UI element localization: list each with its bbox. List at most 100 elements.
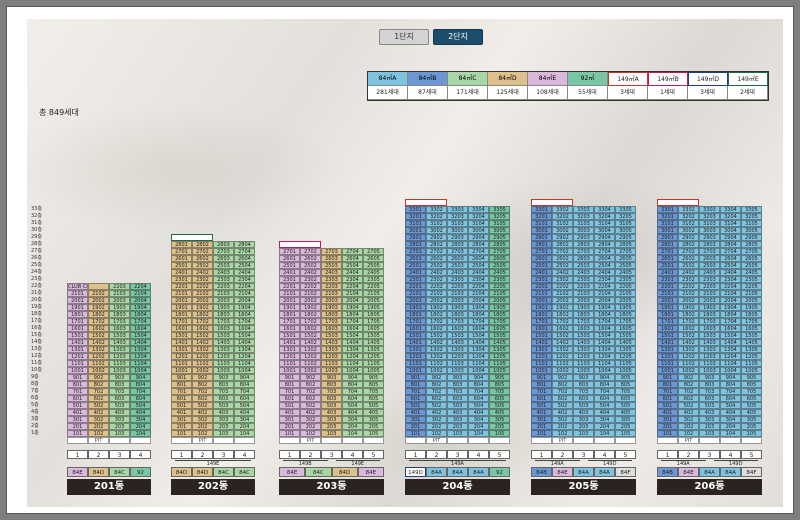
unit-cell[interactable]: 1701	[657, 318, 678, 325]
unit-cell[interactable]: 2003	[447, 297, 468, 304]
unit-cell[interactable]: 1201	[657, 353, 678, 360]
unit-cell[interactable]: 302	[300, 416, 321, 423]
unit-cell[interactable]: 3101	[531, 220, 552, 227]
unit-cell[interactable]: 402	[426, 409, 447, 416]
unit-cell[interactable]: 1302	[300, 346, 321, 353]
unit-cell[interactable]: 2401	[279, 269, 300, 276]
unit-cell[interactable]: 2505	[615, 262, 636, 269]
unit-cell[interactable]: 3304	[468, 206, 489, 213]
unit-cell[interactable]: 1304	[468, 346, 489, 353]
unit-cell[interactable]: 1702	[192, 318, 213, 325]
unit-cell[interactable]: 1804	[130, 311, 151, 318]
unit-cell[interactable]: 1905	[741, 304, 762, 311]
unit-cell[interactable]: 1903	[213, 304, 234, 311]
unit-cell[interactable]: 1104	[342, 360, 363, 367]
unit-cell[interactable]: 901	[67, 374, 88, 381]
unit-cell[interactable]: 2704	[720, 248, 741, 255]
unit-cell[interactable]: 1705	[363, 318, 384, 325]
unit-cell[interactable]: 2903	[699, 234, 720, 241]
unit-cell[interactable]: 2105	[489, 290, 510, 297]
unit-cell[interactable]: 1904	[720, 304, 741, 311]
unit-cell[interactable]: 2805	[615, 241, 636, 248]
unit-cell[interactable]: 1503	[699, 332, 720, 339]
unit-cell[interactable]: 3102	[678, 220, 699, 227]
unit-cell[interactable]: 1705	[741, 318, 762, 325]
unit-cell[interactable]: 1503	[213, 332, 234, 339]
unit-cell[interactable]: 105	[741, 430, 762, 437]
unit-cell[interactable]: 501	[405, 402, 426, 409]
unit-cell[interactable]: 2103	[213, 290, 234, 297]
unit-cell[interactable]: 1405	[489, 339, 510, 346]
unit-cell[interactable]: 702	[300, 388, 321, 395]
unit-cell[interactable]: 2104	[720, 290, 741, 297]
unit-cell[interactable]: 1904	[594, 304, 615, 311]
unit-cell[interactable]: 1504	[234, 332, 255, 339]
unit-cell[interactable]: 1402	[678, 339, 699, 346]
unit-cell[interactable]: 1703	[573, 318, 594, 325]
unit-cell[interactable]: 1903	[321, 304, 342, 311]
unit-cell[interactable]: 1904	[342, 304, 363, 311]
unit-cell[interactable]: 2601	[405, 255, 426, 262]
unit-cell[interactable]: 104	[234, 430, 255, 437]
unit-cell[interactable]: 301	[531, 416, 552, 423]
unit-cell[interactable]: 1702	[678, 318, 699, 325]
unit-cell[interactable]: 1104	[234, 360, 255, 367]
unit-cell[interactable]: 101	[171, 430, 192, 437]
unit-cell[interactable]: 1203	[447, 353, 468, 360]
unit-cell[interactable]: 1104	[130, 360, 151, 367]
unit-cell[interactable]: 1701	[171, 318, 192, 325]
unit-cell[interactable]: 1703	[699, 318, 720, 325]
unit-cell[interactable]: 2203	[213, 283, 234, 290]
unit-cell[interactable]: 1203	[699, 353, 720, 360]
unit-cell[interactable]: 2503	[573, 262, 594, 269]
unit-cell[interactable]: 2403	[573, 269, 594, 276]
unit-cell[interactable]: 2103	[109, 290, 130, 297]
unit-cell[interactable]: 2503	[447, 262, 468, 269]
unit-cell[interactable]: 203	[699, 423, 720, 430]
unit-cell[interactable]: 302	[552, 416, 573, 423]
unit-cell[interactable]: 1304	[720, 346, 741, 353]
unit-cell[interactable]: 2701	[405, 248, 426, 255]
unit-cell[interactable]: 1304	[234, 346, 255, 353]
unit-cell[interactable]: 601	[279, 395, 300, 402]
unit-cell[interactable]: 2001	[67, 297, 88, 304]
unit-cell[interactable]: 504	[594, 402, 615, 409]
unit-cell[interactable]: 502	[88, 402, 109, 409]
unit-cell[interactable]: 1201	[67, 353, 88, 360]
unit-cell[interactable]: 704	[594, 388, 615, 395]
unit-cell[interactable]: 3002	[426, 227, 447, 234]
unit-cell[interactable]: 401	[171, 409, 192, 416]
unit-cell[interactable]: 101	[67, 430, 88, 437]
unit-cell[interactable]: 2705	[489, 248, 510, 255]
unit-cell[interactable]: 2101	[279, 290, 300, 297]
unit-cell[interactable]: 904	[594, 374, 615, 381]
unit-cell[interactable]: 303	[321, 416, 342, 423]
unit-cell[interactable]: 2003	[321, 297, 342, 304]
unit-cell[interactable]: 2901	[657, 234, 678, 241]
unit-cell[interactable]: 2605	[363, 255, 384, 262]
unit-cell[interactable]: 701	[405, 388, 426, 395]
unit-cell[interactable]: 2701	[657, 248, 678, 255]
unit-cell[interactable]: 1205	[741, 353, 762, 360]
unit-cell[interactable]: 3004	[468, 227, 489, 234]
unit-cell[interactable]: 1601	[171, 325, 192, 332]
unit-cell[interactable]: CLUB CLOUD	[67, 283, 88, 290]
unit-cell[interactable]: 2303	[699, 276, 720, 283]
unit-cell[interactable]: 2204	[234, 283, 255, 290]
unit-cell[interactable]: 3305	[741, 206, 762, 213]
unit-cell[interactable]: 301	[279, 416, 300, 423]
unit-cell[interactable]: 1204	[234, 353, 255, 360]
unit-cell[interactable]: 1401	[405, 339, 426, 346]
unit-cell[interactable]: 1305	[489, 346, 510, 353]
unit-cell[interactable]: 901	[171, 374, 192, 381]
unit-cell[interactable]: 2801	[171, 241, 192, 248]
unit-cell[interactable]: 3203	[573, 213, 594, 220]
unit-cell[interactable]: 404	[234, 409, 255, 416]
unit-cell[interactable]: 204	[234, 423, 255, 430]
unit-cell[interactable]: 1203	[321, 353, 342, 360]
unit-cell[interactable]: 3104	[468, 220, 489, 227]
unit-cell[interactable]: 701	[171, 388, 192, 395]
unit-cell[interactable]: 701	[531, 388, 552, 395]
unit-cell[interactable]: 704	[468, 388, 489, 395]
unit-cell[interactable]: 604	[594, 395, 615, 402]
